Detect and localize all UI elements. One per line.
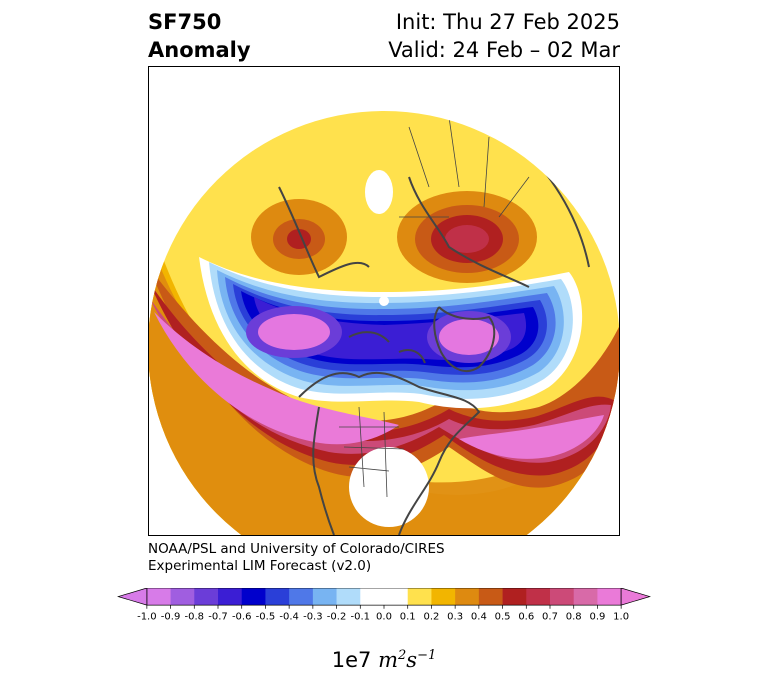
colorbar-segment [289, 588, 314, 606]
anomaly-fill-0.3-south [149, 237, 619, 535]
coastline-greenland [433, 306, 496, 372]
coastline-eurasia [268, 111, 590, 288]
colorbar-tick-label: -0.2 [327, 611, 347, 622]
colorbar-tick-label: 0.2 [423, 611, 439, 622]
coastline-arctic-islands [348, 331, 426, 364]
pole-marker [379, 296, 389, 306]
colorbar-segment [407, 588, 432, 606]
colorbar-ticks: -1.0 -0.9 -0.8 -0.7 -0.6 -0.5 -0.4 -0.3 -0.2 -0.1… [137, 605, 629, 622]
political-borders [339, 116, 530, 498]
colorbar-tick-label: 0.1 [400, 611, 416, 622]
colorbar-unit-prefix: 1e7 [331, 648, 372, 672]
init-date: Init: Thu 27 Feb 2025 [395, 10, 620, 34]
colorbar-segment [241, 588, 266, 606]
colorbar-tick-label: -1.0 [137, 611, 157, 622]
anomaly-fill-band-max-east [459, 415, 604, 459]
colorbar-tick-label: -0.6 [232, 611, 252, 622]
colorbar-tick-label: 0.8 [566, 611, 582, 622]
colorbar-segment [502, 588, 527, 606]
anomaly-fill-low-west-1.0 [258, 314, 330, 350]
anomaly-fill-band-max-west [154, 312, 399, 445]
variable-name: SF750 [148, 10, 222, 34]
colorbar-tick-label: -0.3 [303, 611, 323, 622]
colorbar-extend-min [117, 588, 148, 606]
colorbar-tick-label: -0.8 [185, 611, 205, 622]
colorbar-segment [550, 588, 575, 606]
anomaly-fill-near-zero-north [365, 170, 393, 214]
anomaly-fill-high-asia-core [445, 225, 489, 253]
colorbar-segment [170, 588, 195, 606]
colorbar-tick-label: -0.1 [351, 611, 371, 622]
colorbar-extend-max [620, 588, 651, 606]
colorbar-tick-label: 0.7 [542, 611, 558, 622]
colorbar-tick-label: 0.5 [495, 611, 511, 622]
colorbar-segment [265, 588, 290, 606]
colorbar-tick-label: 0.3 [447, 611, 463, 622]
colorbar-unit: m2s−1 [378, 648, 437, 672]
colorbar-tick-label: 0.9 [589, 611, 605, 622]
colorbar-segments [146, 588, 622, 606]
credit-line-2: Experimental LIM Forecast (v2.0) [148, 558, 372, 574]
anomaly-map [149, 111, 619, 535]
plot-title-left: SF750 Anomaly [148, 8, 251, 64]
colorbar-segment [431, 588, 456, 606]
coastlines [268, 111, 590, 535]
credit-text: NOAA/PSL and University of Colorado/CIRE… [148, 541, 445, 575]
colorbar-segment [384, 588, 409, 606]
plot-title-right: Init: Thu 27 Feb 2025 Valid: 24 Feb – 02… [388, 8, 620, 64]
colorbar-label: 1e7 m2s−1 [0, 648, 768, 672]
colorbar-segment [360, 588, 385, 606]
valid-dates: Valid: 24 Feb – 02 Mar [388, 38, 620, 62]
colorbar-segment [336, 588, 361, 606]
colorbar: -1.0 -0.9 -0.8 -0.7 -0.6 -0.5 -0.4 -0.3 -0.2 -0.1… [117, 588, 651, 622]
colorbar-segment [478, 588, 503, 606]
map-panel [148, 66, 620, 536]
colorbar-segment [455, 588, 480, 606]
anomaly-fill-low-east-1.0 [439, 319, 499, 355]
colorbar-tick-label: -0.4 [279, 611, 299, 622]
colorbar-tick-label: 0.6 [518, 611, 534, 622]
colorbar-tick-label: 0.4 [471, 611, 487, 622]
anomaly-fill-near-zero-south [349, 447, 429, 527]
colorbar-segment [194, 588, 219, 606]
field-name: Anomaly [148, 38, 251, 62]
credit-line-1: NOAA/PSL and University of Colorado/CIRE… [148, 541, 445, 557]
colorbar-segment [526, 588, 551, 606]
coastline-north-america [298, 371, 481, 535]
colorbar-tick-label: -0.7 [208, 611, 228, 622]
colorbar-segment [146, 588, 171, 606]
colorbar-tick-label: -0.5 [256, 611, 276, 622]
colorbar-segment [312, 588, 337, 606]
colorbar-tick-label: -0.9 [161, 611, 181, 622]
colorbar-segment [573, 588, 598, 606]
colorbar-tick-label: 0.0 [376, 611, 392, 622]
colorbar-segment [597, 588, 622, 606]
colorbar-segment [218, 588, 243, 606]
colorbar-tick-label: 1.0 [613, 611, 629, 622]
